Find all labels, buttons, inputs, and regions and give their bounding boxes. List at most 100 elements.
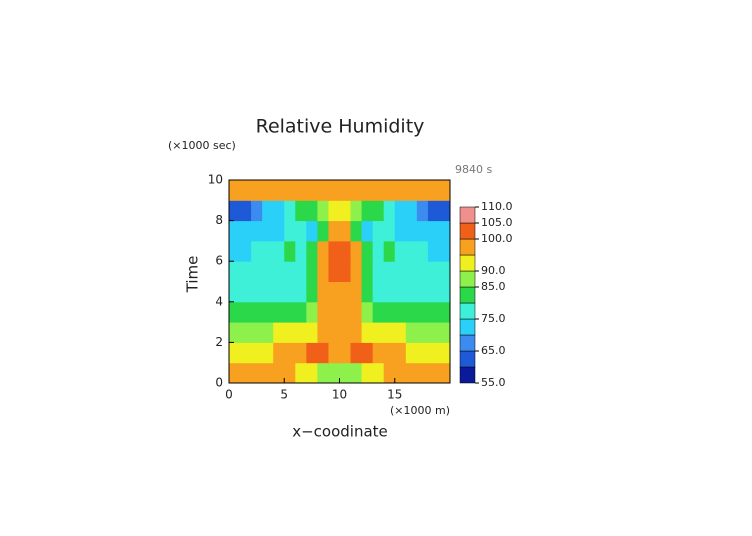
- heat-cell: [317, 261, 329, 282]
- heat-cell: [394, 362, 407, 384]
- heat-cell: [306, 180, 318, 201]
- heat-cell: [229, 342, 241, 364]
- heat-cell: [427, 180, 440, 201]
- heat-cell: [427, 240, 440, 262]
- heat-cell: [361, 220, 374, 242]
- heat-cell: [317, 362, 329, 384]
- heat-cell: [262, 240, 274, 262]
- heat-cell: [240, 362, 252, 384]
- heat-cell: [240, 180, 252, 201]
- heat-cell: [372, 261, 385, 282]
- heat-cell: [383, 220, 396, 242]
- heat-cell: [372, 220, 385, 242]
- chart-title: Relative Humidity: [256, 116, 425, 138]
- heat-cell: [229, 322, 241, 343]
- heat-cell: [240, 301, 252, 323]
- colorbar-bin: [459, 334, 476, 352]
- heat-cell: [438, 220, 451, 242]
- y-tick-label: 6: [215, 254, 223, 268]
- heat-cell: [416, 261, 429, 282]
- heat-cell: [229, 220, 241, 242]
- heat-cell: [317, 322, 329, 343]
- y-unit: (×1000 sec): [168, 139, 236, 152]
- heat-cell: [438, 362, 451, 384]
- heat-cell: [328, 240, 340, 262]
- heat-cell: [394, 342, 407, 364]
- heat-cell: [295, 322, 307, 343]
- heat-cell: [328, 281, 340, 303]
- heat-cell: [328, 322, 340, 343]
- heat-cell: [273, 362, 285, 384]
- y-tick-label: 8: [215, 213, 223, 227]
- heat-cell: [372, 240, 385, 262]
- heat-cell: [273, 180, 285, 201]
- heat-cell: [339, 322, 352, 343]
- heat-cell: [339, 342, 352, 364]
- heat-cell: [251, 281, 263, 303]
- colorbar-bin: [459, 254, 476, 272]
- heat-cell: [416, 342, 429, 364]
- heat-cell: [361, 362, 374, 384]
- heat-cell: [405, 342, 418, 364]
- colorbar-label: 55.0: [481, 376, 506, 389]
- heat-cell: [427, 342, 440, 364]
- heat-cell: [383, 240, 396, 262]
- heat-cell: [306, 362, 318, 384]
- heat-cell: [273, 301, 285, 323]
- y-tick-label: 0: [215, 376, 223, 390]
- heat-cell: [361, 240, 374, 262]
- heat-cell: [350, 322, 363, 343]
- heat-cell: [295, 362, 307, 384]
- heat-cell: [383, 281, 396, 303]
- heat-cell: [284, 261, 296, 282]
- heat-cell: [339, 220, 352, 242]
- heat-cell: [251, 240, 263, 262]
- heat-cell: [306, 322, 318, 343]
- heat-cell: [350, 281, 363, 303]
- x-tick-label: 0: [225, 388, 233, 402]
- heat-cell: [295, 220, 307, 242]
- heat-cell: [350, 362, 363, 384]
- heat-cell: [361, 322, 374, 343]
- heat-cell: [273, 240, 285, 262]
- heat-cell: [317, 301, 329, 323]
- heat-cell: [438, 281, 451, 303]
- heat-cell: [383, 362, 396, 384]
- heat-cell: [350, 220, 363, 242]
- colorbar-label: 75.0: [481, 312, 506, 325]
- heat-cell: [361, 180, 374, 201]
- heat-cell: [438, 180, 451, 201]
- heat-cell: [295, 261, 307, 282]
- heat-cell: [361, 281, 374, 303]
- heat-cell: [339, 180, 352, 201]
- heat-cell: [394, 322, 407, 343]
- heat-cell: [284, 362, 296, 384]
- y-axis-label: Time: [184, 256, 202, 294]
- heat-cell: [229, 200, 241, 222]
- colorbar-label: 105.0: [481, 216, 513, 229]
- heat-cell: [251, 342, 263, 364]
- heat-cell: [372, 200, 385, 222]
- y-tick-label: 2: [215, 335, 223, 349]
- heat-cell: [284, 301, 296, 323]
- heat-cell: [317, 281, 329, 303]
- colorbar-label: 100.0: [481, 232, 513, 245]
- heat-cell: [350, 301, 363, 323]
- heat-cell: [306, 281, 318, 303]
- heat-cell: [229, 180, 241, 201]
- heat-cell: [240, 281, 252, 303]
- heat-cell: [262, 322, 274, 343]
- heat-cell: [394, 301, 407, 323]
- heat-cell: [295, 342, 307, 364]
- colorbar-bin: [459, 366, 476, 384]
- x-axis-label: x−coodinate: [292, 423, 388, 441]
- heat-cell: [416, 200, 429, 222]
- colorbar-bin: [459, 318, 476, 336]
- heat-cell: [361, 301, 374, 323]
- heat-cell: [383, 180, 396, 201]
- colorbar-label: 85.0: [481, 280, 506, 293]
- heat-cell: [262, 180, 274, 201]
- heat-cell: [427, 301, 440, 323]
- heat-cell: [317, 240, 329, 262]
